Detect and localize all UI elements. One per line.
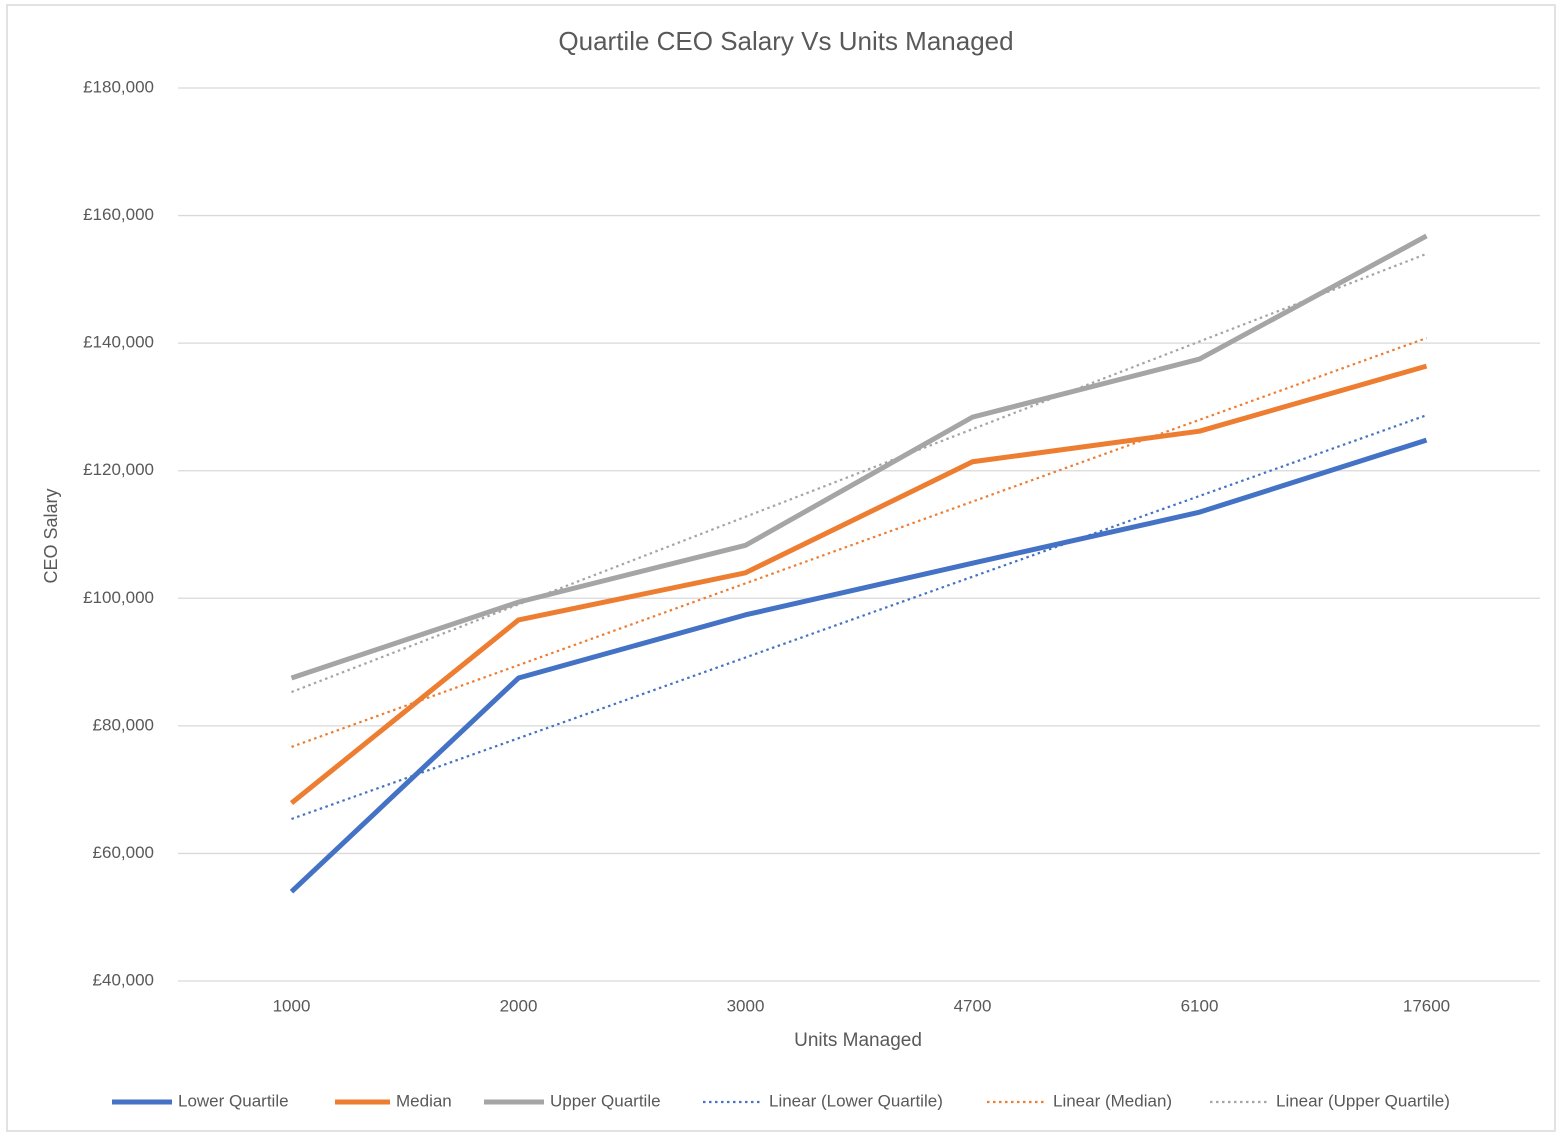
y-tick-label: £100,000 [83,588,154,607]
legend-label: Median [396,1091,452,1110]
x-tick-label: 2000 [500,996,538,1015]
series-line [289,363,1428,805]
y-axis-label: CEO Salary [41,488,61,583]
chart-title: Quartile CEO Salary Vs Units Managed [558,26,1013,56]
y-tick-label: £80,000 [93,715,154,734]
y-tick-label: £140,000 [83,333,154,352]
y-tick-label: £180,000 [83,77,154,96]
chart-frame [6,4,1556,1132]
x-axis-label: Units Managed [794,1030,922,1051]
series-line [289,437,1428,894]
series-line [291,414,1427,821]
legend-label: Upper Quartile [550,1091,661,1110]
y-tick-label: £120,000 [83,460,154,479]
x-tick-label: 6100 [1181,996,1219,1015]
x-tick-label: 17600 [1403,996,1450,1015]
y-tick-label: £60,000 [93,843,154,862]
y-tick-label: £160,000 [83,205,154,224]
x-tick-label: 4700 [954,996,992,1015]
y-tick-label: £40,000 [93,970,154,989]
x-tick-label: 3000 [727,996,765,1015]
legend-label: Linear (Median) [1053,1091,1172,1110]
legend-label: Lower Quartile [178,1091,289,1110]
series-line [290,233,1428,681]
series-line [291,252,1427,694]
x-tick-label: 1000 [273,996,311,1015]
legend-label: Linear (Upper Quartile) [1276,1091,1450,1110]
legend-label: Linear (Lower Quartile) [769,1091,943,1110]
